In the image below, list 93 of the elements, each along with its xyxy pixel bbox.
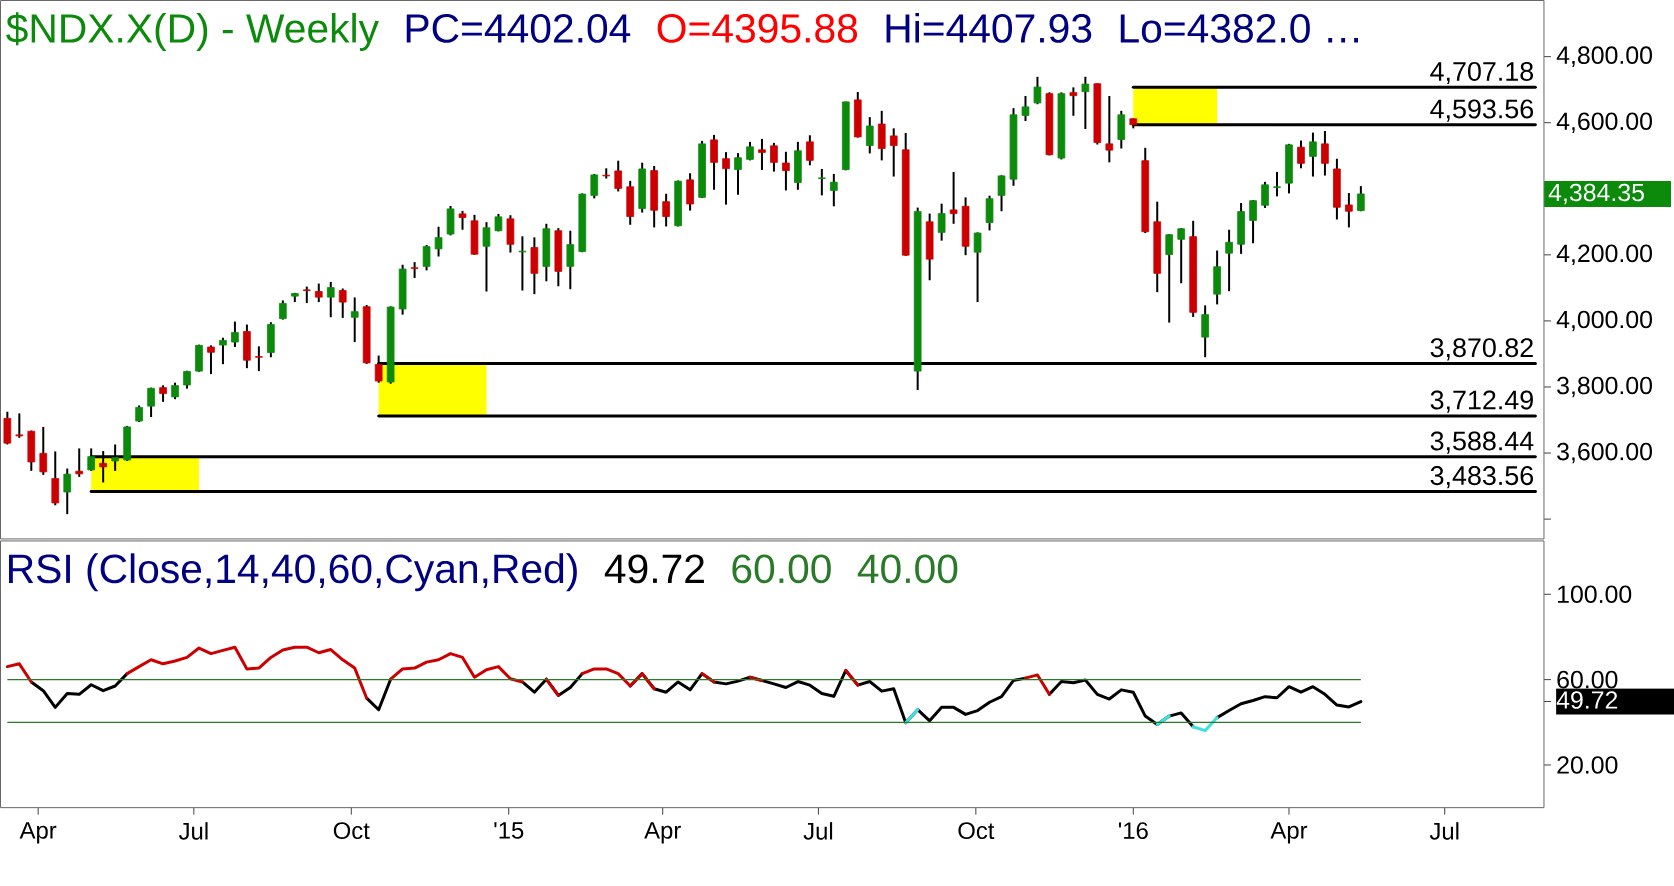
candlestick (482, 221, 491, 293)
data-label: 4,593.56 (1430, 99, 1534, 122)
x-tick-label: Oct (333, 822, 370, 840)
candlestick (973, 231, 982, 304)
annotation: PC=4402.04 (406, 14, 631, 44)
candlestick (1081, 76, 1090, 131)
candlestick (326, 281, 335, 319)
candlestick (207, 344, 215, 376)
candlestick (889, 127, 898, 178)
candlestick (314, 282, 323, 304)
candlestick (818, 168, 826, 197)
x-tick-label: Apr (1270, 822, 1308, 844)
candlestick (734, 152, 742, 196)
candlestick (63, 467, 72, 516)
candlestick (949, 171, 958, 226)
candlestick (590, 173, 599, 200)
y-tick-label: 3,800.00 (1557, 376, 1652, 398)
candlestick (1273, 171, 1281, 198)
x-tick-label: '15 (494, 822, 524, 840)
candlestick (518, 235, 527, 292)
candlestick (1357, 185, 1365, 213)
candlestick (255, 345, 263, 373)
candlestick (758, 138, 766, 172)
annotation: Hi=4407.93 (886, 13, 1092, 44)
candlestick (937, 202, 946, 242)
candlestick (602, 167, 611, 180)
candlestick (770, 142, 778, 173)
candlestick (1021, 95, 1030, 123)
candlestick (1321, 130, 1329, 177)
chart-title: RSI (Close,14,40,60,Cyan,Red) (9, 553, 577, 592)
x-tick-label: Jul (803, 822, 833, 840)
candlestick (566, 229, 575, 291)
y-tick-label: 60.00 (1557, 671, 1618, 689)
candlestick (1345, 192, 1353, 229)
candlestick (865, 116, 874, 155)
candlestick (1165, 233, 1174, 324)
x-tick-label: Apr (644, 822, 681, 844)
y-tick-label: 20.00 (1557, 756, 1618, 774)
candlestick (15, 412, 24, 440)
candlestick (1201, 304, 1209, 359)
chart-title: $NDX.X(D) - Weekly (6, 12, 379, 52)
candlestick (722, 151, 730, 206)
candlestick (1297, 139, 1305, 170)
annotation: 49.72 (604, 554, 704, 584)
y-tick-label: 4,200.00 (1556, 244, 1652, 266)
candlestick (1069, 86, 1078, 117)
candlestick (1225, 228, 1233, 293)
y-tick-label: 49.72 (1556, 691, 1618, 710)
candlestick (231, 320, 239, 349)
candlestick (1249, 199, 1257, 245)
y-tick-label: 4,800.00 (1556, 46, 1652, 68)
candlestick (614, 159, 623, 193)
data-label: 3,588.44 (1430, 431, 1534, 454)
data-label: 3,870.82 (1430, 338, 1533, 361)
y-tick-label: 100.00 (1558, 585, 1632, 604)
candlestick (1177, 227, 1186, 285)
candlestick (782, 151, 790, 192)
candlestick (1309, 131, 1317, 178)
candlestick (710, 134, 718, 191)
annotation: O=4395.88 (657, 14, 858, 44)
ref-line-label: 40.00 (857, 554, 958, 584)
candlestick (75, 447, 84, 479)
y-tick-label: 3,600.00 (1557, 442, 1652, 464)
x-tick-label: Oct (958, 822, 995, 840)
candlestick (1261, 181, 1269, 210)
candlestick (830, 173, 838, 208)
candlestick (147, 386, 155, 419)
candlestick (1033, 76, 1042, 106)
candlestick (662, 192, 670, 228)
ref-line-label: 60.00 (732, 554, 831, 584)
data-label: 3,483.56 (1430, 466, 1534, 489)
candlestick (422, 244, 431, 272)
candlestick (1105, 95, 1114, 164)
candlestick (350, 296, 359, 344)
candlestick (338, 287, 347, 320)
candlestick (806, 134, 814, 167)
x-tick-label: Jul (1429, 822, 1459, 840)
x-tick-label: Jul (178, 822, 208, 840)
y-tick-label: 4,600.00 (1556, 112, 1652, 134)
annotation: Lo=4382.0 … (1120, 14, 1358, 44)
data-label: 4,707.18 (1430, 62, 1534, 85)
candlestick (997, 174, 1006, 213)
candlestick (458, 210, 467, 231)
candlestick (39, 426, 48, 477)
x-tick-label: '16 (1118, 822, 1148, 840)
data-label: 3,712.49 (1430, 390, 1533, 413)
candlestick (985, 194, 994, 232)
y-tick-label: 4,000.00 (1556, 310, 1652, 332)
x-tick-label: Apr (19, 822, 57, 844)
candlestick (279, 299, 287, 321)
candlestick (219, 336, 227, 366)
candlestick (434, 225, 443, 258)
text: 4,384.35 (1548, 183, 1644, 205)
